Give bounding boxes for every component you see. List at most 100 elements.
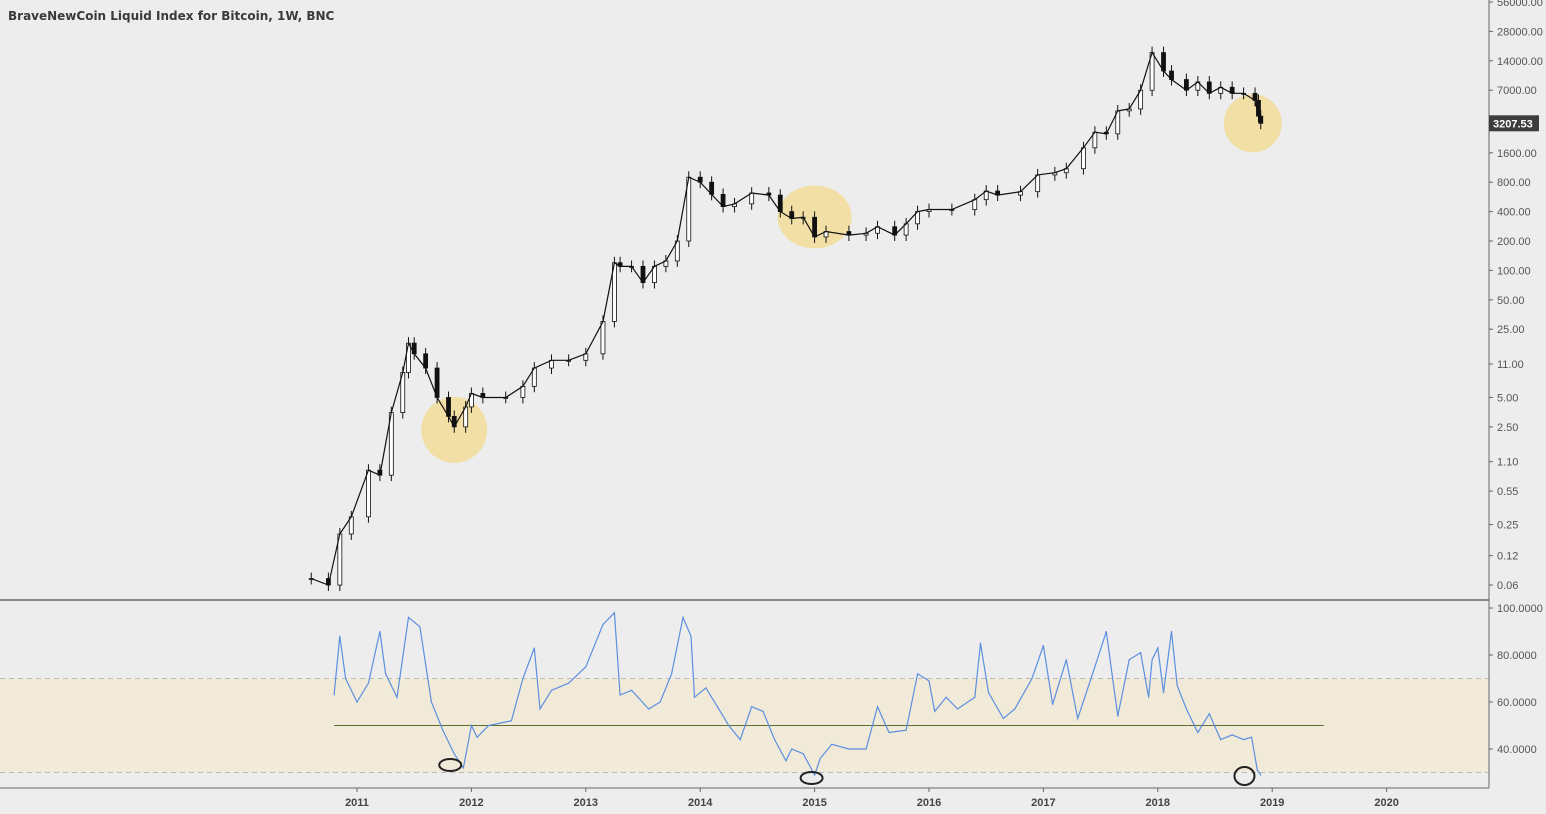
rsi-point — [1151, 659, 1153, 661]
price-y-label: 5.00 — [1497, 392, 1518, 404]
rsi-point — [905, 729, 907, 731]
rsi-y-label: 100.0000 — [1497, 603, 1543, 615]
rsi-point — [1162, 692, 1165, 694]
rsi-point — [1117, 715, 1119, 717]
rsi-point — [1014, 708, 1016, 710]
rsi-point — [671, 673, 673, 675]
rsi-point — [385, 673, 387, 675]
rsi-point — [1065, 659, 1067, 661]
price-y-label: 0.55 — [1497, 486, 1518, 498]
rsi-point — [791, 748, 793, 750]
rsi-point — [1077, 717, 1079, 720]
rsi-y-label: 40.0000 — [1497, 744, 1537, 756]
rsi-point — [1140, 652, 1142, 654]
price-y-label: 0.12 — [1497, 551, 1518, 563]
rsi-y-label: 80.0000 — [1497, 650, 1537, 662]
rsi-line — [333, 611, 1262, 777]
rsi-point — [762, 710, 764, 713]
last-price-label: 3207.53 — [1493, 118, 1533, 130]
rsi-point — [470, 724, 472, 727]
rsi-oval-annotation — [438, 758, 463, 772]
price-y-label: 1600.00 — [1497, 148, 1537, 160]
rsi-point — [716, 706, 718, 708]
rsi-point — [1128, 659, 1130, 661]
rsi-point — [739, 739, 741, 741]
price-candle — [972, 199, 978, 210]
rsi-point — [585, 666, 587, 668]
rsi-oval-annotation — [1233, 766, 1256, 786]
rsi-point — [705, 687, 707, 689]
price-y-label: 7000.00 — [1497, 85, 1537, 97]
rsi-point — [522, 677, 524, 680]
rsi-point — [367, 682, 370, 684]
rsi-point — [453, 753, 455, 755]
rsi-point — [619, 694, 621, 696]
price-y-label: 56000.00 — [1497, 0, 1543, 9]
rsi-point — [916, 673, 919, 675]
rsi-point — [957, 708, 959, 710]
rsi-oval-annotation — [799, 771, 824, 785]
rsi-point — [1197, 731, 1199, 734]
rsi-y-label: 60.0000 — [1497, 697, 1537, 709]
rsi-point — [785, 760, 787, 762]
rsi-point — [682, 616, 684, 619]
price-y-label: 800.00 — [1497, 177, 1531, 189]
rsi-point — [533, 647, 535, 649]
rsi-point — [1031, 677, 1033, 680]
rsi-point — [848, 748, 850, 750]
rsi-point — [476, 736, 478, 738]
price-candle — [366, 469, 371, 518]
rsi-point — [356, 701, 358, 703]
rsi-point — [659, 701, 661, 703]
rsi-point — [819, 757, 821, 760]
rsi-point — [648, 708, 650, 710]
rsi-point — [613, 612, 616, 614]
rsi-point — [568, 682, 570, 684]
rsi-point — [333, 694, 335, 696]
rsi-point — [1148, 696, 1150, 698]
rsi-point — [928, 680, 930, 682]
rsi-point — [876, 706, 879, 708]
rsi-point — [934, 710, 936, 713]
rsi-point — [728, 724, 730, 727]
rsi-point — [979, 642, 982, 644]
x-label: 2020 — [1374, 797, 1398, 809]
rsi-point — [1208, 713, 1210, 715]
price-y-label: 14000.00 — [1497, 56, 1543, 68]
rsi-point — [396, 696, 398, 698]
rsi-point — [831, 743, 833, 745]
rsi-point — [1260, 774, 1262, 776]
rsi-point — [487, 724, 490, 727]
price-y-label: 1.10 — [1497, 457, 1518, 469]
rsi-point — [693, 696, 696, 698]
rsi-point — [550, 689, 553, 691]
chart-title: BraveNewCoin Liquid Index for Bitcoin, 1… — [8, 9, 335, 23]
price-y-label: 200.00 — [1497, 236, 1531, 248]
rsi-point — [802, 753, 804, 755]
rsi-point — [1185, 708, 1187, 710]
rsi-point — [419, 626, 421, 628]
rsi-point — [1220, 739, 1222, 741]
price-candle — [1035, 174, 1041, 193]
rsi-point — [1251, 736, 1253, 738]
price-candle — [1081, 147, 1086, 170]
rsi-point — [1105, 630, 1107, 633]
price-y-label: 50.00 — [1497, 295, 1525, 307]
rsi-point — [1256, 769, 1258, 771]
price-line — [310, 51, 1262, 586]
last-price-badge — [1489, 115, 1539, 132]
rsi-point — [1243, 739, 1245, 741]
rsi-point — [1231, 734, 1233, 736]
rsi-point — [462, 767, 464, 769]
x-label: 2011 — [345, 797, 369, 809]
x-label: 2017 — [1031, 797, 1055, 809]
rsi-point — [987, 692, 990, 694]
rsi-point — [751, 706, 753, 708]
rsi-point — [442, 729, 444, 731]
price-candle — [520, 385, 526, 398]
x-label: 2016 — [917, 797, 941, 809]
rsi-point — [339, 635, 341, 637]
x-label: 2019 — [1260, 797, 1284, 809]
rsi-point — [407, 616, 410, 619]
